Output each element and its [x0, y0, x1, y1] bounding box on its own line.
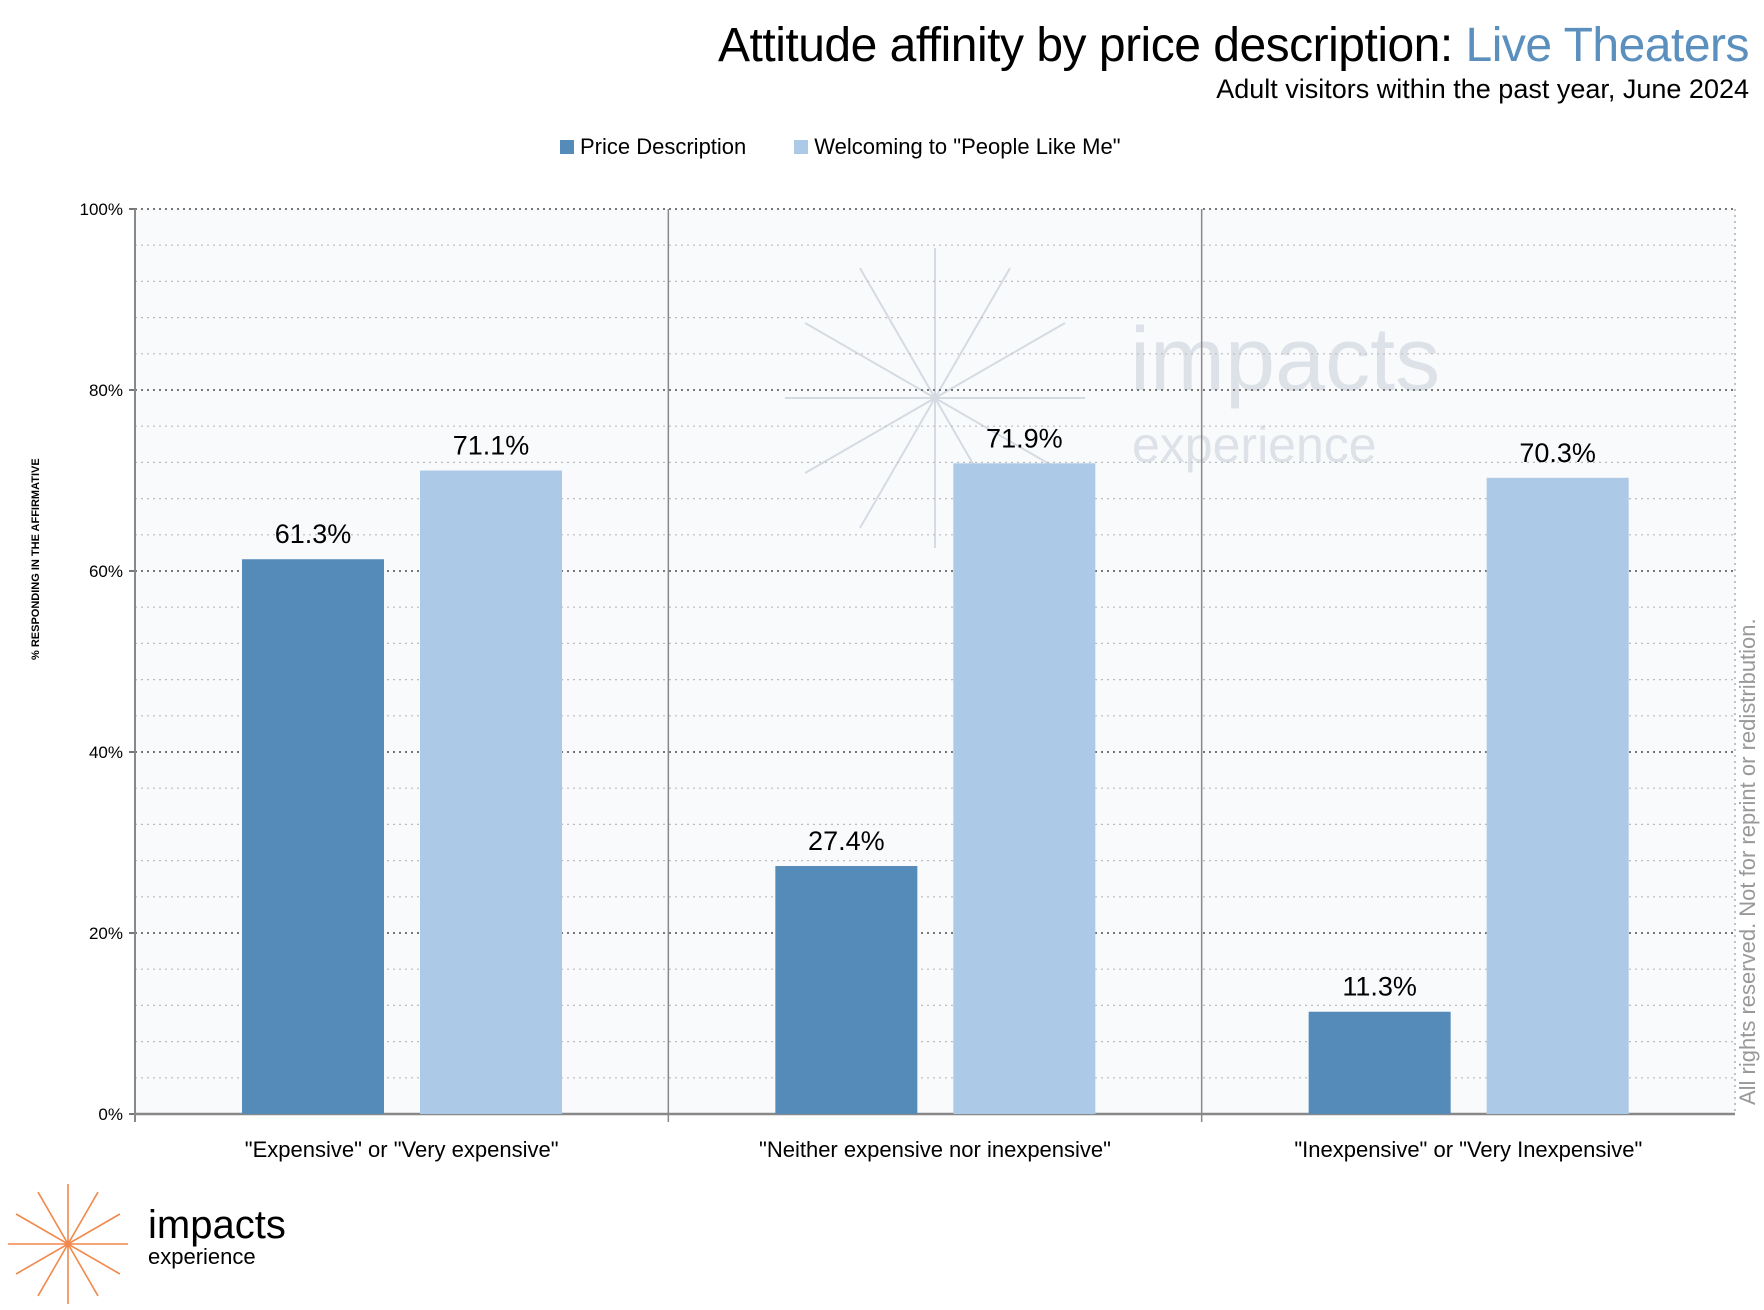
chart-title: Attitude affinity by price description: … [718, 18, 1749, 73]
legend-label: Welcoming to "People Like Me" [814, 134, 1121, 159]
y-tick-label: 40% [89, 743, 123, 762]
title-highlight: Live Theaters [1465, 19, 1750, 72]
y-tick-label: 0% [98, 1105, 123, 1124]
legend-swatch [794, 140, 809, 154]
bar-welcoming [953, 463, 1096, 1114]
data-label: 70.3% [1519, 438, 1596, 468]
data-label: 71.9% [986, 423, 1063, 453]
bar-price-description [242, 559, 384, 1114]
logo-main: impacts [148, 1203, 286, 1247]
category-label: "Inexpensive" or "Very Inexpensive" [1294, 1137, 1642, 1162]
impacts-logo-icon [8, 1184, 128, 1304]
logo-sub: experience [148, 1244, 256, 1269]
title-text: Attitude affinity by price description: [718, 19, 1453, 72]
y-axis-label: % RESPONDING IN THE AFFIRMATIVE [30, 458, 42, 660]
watermark-text: impacts [1130, 310, 1440, 410]
legend-item-price: Price Description [560, 134, 746, 160]
data-label: 71.1% [453, 431, 530, 461]
data-label: 27.4% [808, 826, 885, 856]
y-tick-label: 100% [80, 200, 123, 219]
legend-label: Price Description [580, 134, 747, 159]
watermark-subtext: experience [1132, 417, 1377, 473]
logo-text: impacts experience [148, 1205, 286, 1269]
rights-notice: All rights reserved. Not for reprint or … [1735, 618, 1760, 1105]
data-label: 11.3% [1342, 972, 1417, 1002]
y-tick-label: 80% [89, 381, 123, 400]
y-tick-label: 20% [89, 924, 123, 943]
data-label: 61.3% [275, 519, 352, 549]
bar-price-description [1308, 1011, 1451, 1114]
category-label: "Expensive" or "Very expensive" [245, 1137, 559, 1162]
legend-item-welcoming: Welcoming to "People Like Me" [794, 134, 1121, 160]
y-tick-label: 60% [89, 562, 123, 581]
bar-welcoming [1486, 477, 1629, 1114]
legend: Price Description Welcoming to "People L… [560, 134, 1121, 160]
category-label: "Neither expensive nor inexpensive" [759, 1137, 1111, 1162]
legend-swatch [560, 140, 574, 154]
bar-price-description [775, 866, 918, 1114]
bar-welcoming [420, 470, 562, 1114]
chart-subtitle: Adult visitors within the past year, Jun… [1216, 74, 1749, 104]
watermark-ray [804, 322, 1066, 474]
